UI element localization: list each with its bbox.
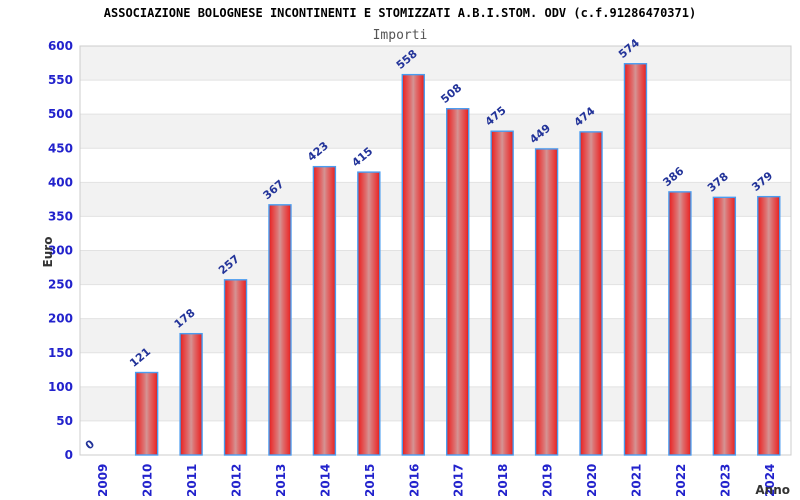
x-tick-label: 2015 [363,464,377,497]
y-tick-label: 600 [48,39,73,53]
bar [579,131,603,456]
y-tick-label: 300 [48,244,73,258]
y-tick-label: 550 [48,73,73,87]
x-tick-label: 2009 [96,464,110,497]
x-tick-label: 2019 [541,464,555,497]
x-axis-title: Anno [755,483,790,497]
y-tick-label: 100 [48,380,73,394]
x-tick-label: 2023 [718,464,732,497]
bar [623,63,648,456]
y-tick-label: 400 [48,175,73,189]
bar [401,73,425,456]
x-tick-label: 2020 [585,464,599,497]
bar [446,108,470,456]
x-tick-label: 2014 [318,464,332,497]
x-tick-label: 2013 [274,464,288,497]
background-band [80,148,791,183]
x-tick-label: 2017 [452,464,466,497]
plot-frame [79,45,792,456]
bars [134,63,781,456]
x-tick-label: 2011 [185,464,199,497]
x-tick-label: 2021 [629,464,643,497]
chart-title: ASSOCIAZIONE BOLOGNESE INCONTINENTI E ST… [104,6,696,20]
x-tick-label: 2010 [141,464,155,497]
y-tick-label: 50 [56,414,73,428]
y-tick-label: 200 [48,312,73,326]
x-axis-tick-labels: 2009 2010 2011 2012 2013 2014 2015 2016 2017 2018… [96,464,777,497]
x-tick-label: 2024 [763,464,777,497]
x-tick-label: 2016 [407,464,421,497]
bar [134,371,159,456]
bar [312,165,337,456]
y-tick-label: 450 [48,141,73,155]
y-tick-label: 250 [48,278,73,292]
x-tick-label: 2022 [674,464,688,497]
chart-subtitle: Importi [373,28,428,43]
y-axis-title: Euro [41,237,55,268]
bar [668,191,692,456]
background-band [80,46,791,81]
y-tick-label: 500 [48,107,73,121]
y-tick-label: 350 [48,209,73,223]
bar [712,196,737,456]
x-tick-label: 2018 [496,464,510,497]
bar [179,332,203,456]
bar [490,130,514,456]
y-tick-label: 0 [65,448,73,462]
bar [357,171,381,456]
background-band [80,80,791,115]
y-tick-label: 150 [48,346,73,360]
bar [534,148,559,456]
bar [757,195,781,456]
x-tick-label: 2012 [230,464,244,497]
background-band [80,114,791,149]
y-axis-tick-labels: 0 50 100 150 200 250 300 350 400 450 500 550 600 [48,39,73,462]
bar [223,279,248,456]
bar [268,204,292,456]
